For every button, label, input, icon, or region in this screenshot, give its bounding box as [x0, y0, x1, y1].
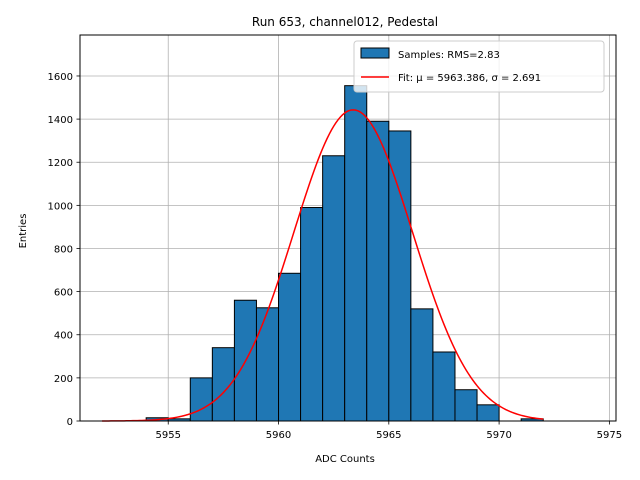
legend: Samples: RMS=2.83 Fit: μ = 5963.386, σ =…: [353, 40, 605, 93]
histogram-bar: [255, 307, 280, 422]
histogram-bar: [366, 120, 390, 422]
x-tick-label: 5955: [156, 430, 181, 441]
histogram-bar: [476, 404, 500, 422]
x-axis-ticks: 5955 5960 5965 5970 5975: [156, 421, 622, 441]
plot-frame: [79, 34, 617, 422]
y-tick-label: 0: [67, 417, 73, 428]
y-tick-label: 400: [54, 331, 73, 342]
y-tick-label: 1600: [48, 72, 73, 83]
y-tick-label: 800: [54, 244, 73, 255]
y-tick-label: 1400: [48, 115, 73, 126]
x-tick-label: 5975: [597, 430, 622, 441]
chart-title: Run 653, channel012, Pedestal: [252, 15, 438, 29]
fit-curve: [102, 109, 544, 422]
histogram-bar: [410, 308, 434, 422]
legend-label-samples: Samples: RMS=2.83: [398, 50, 500, 61]
x-axis-label: ADC Counts: [315, 454, 375, 465]
y-tick-label: 200: [54, 374, 73, 385]
y-axis-ticks: 0 200 400 600 800 1000 1200 1400 1600: [48, 72, 80, 428]
histogram-bar: [300, 207, 324, 422]
y-tick-label: 600: [54, 288, 73, 299]
histogram-bar: [454, 389, 478, 422]
histogram-bars: [145, 85, 544, 422]
x-tick-label: 5970: [486, 430, 511, 441]
y-tick-label: 1000: [48, 201, 73, 212]
histogram-bar: [344, 85, 368, 422]
histogram-bar: [189, 377, 213, 422]
histogram-bar: [388, 130, 412, 422]
x-tick-label: 5965: [376, 430, 401, 441]
y-axis-label: Entries: [18, 214, 29, 249]
y-tick-label: 1200: [48, 158, 73, 169]
histogram-bar: [278, 272, 302, 422]
histogram-bar: [322, 155, 346, 422]
legend-label-fit: Fit: μ = 5963.386, σ = 2.691: [398, 73, 541, 84]
legend-swatch-samples: [360, 47, 390, 59]
histogram-bar: [432, 351, 456, 422]
legend-box: [353, 40, 605, 93]
fit-curve-line: [102, 109, 544, 422]
x-tick-label: 5960: [266, 430, 291, 441]
